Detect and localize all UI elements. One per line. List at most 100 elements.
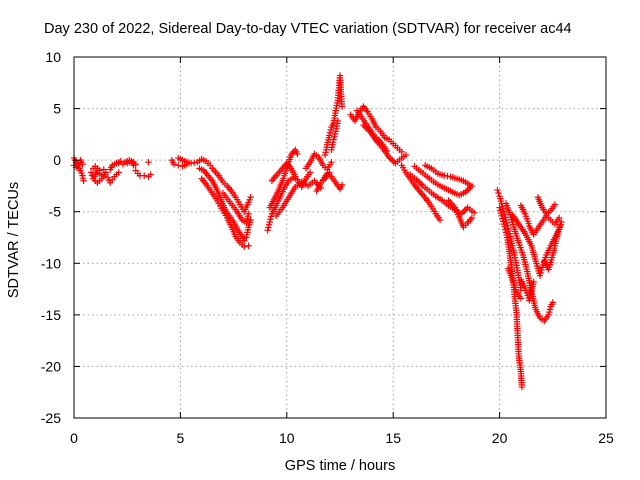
series-arc-23 (313, 169, 333, 195)
data-point (338, 181, 346, 189)
data-point (549, 299, 556, 306)
data-point (497, 207, 504, 214)
data-point (245, 210, 252, 217)
data-point (119, 161, 127, 168)
x-tick-label: 15 (385, 430, 401, 446)
series-arc-38 (517, 202, 563, 238)
data-point (504, 222, 511, 229)
data-point (536, 272, 544, 279)
series-arc-32 (421, 162, 474, 189)
data-point (100, 166, 107, 173)
data-point (326, 129, 334, 136)
x-tick-label: 20 (492, 430, 508, 446)
data-point (247, 194, 254, 201)
data-point (551, 201, 559, 208)
series-arc-40 (534, 194, 559, 217)
ticks-layer (73, 56, 607, 419)
series-arc-33 (445, 197, 476, 231)
data-point (538, 266, 545, 274)
data-point (498, 212, 505, 220)
x-tick-label: 10 (279, 430, 295, 446)
data-point (267, 213, 275, 220)
y-tick-label: 10 (45, 49, 61, 65)
data-point (328, 159, 335, 166)
series-arc-04 (89, 163, 107, 174)
data-point (141, 172, 148, 179)
data-point (96, 167, 103, 174)
series-arc-34 (494, 186, 525, 294)
y-tick-label: 5 (53, 101, 61, 117)
series-arc-15 (209, 165, 254, 215)
data-point (145, 159, 152, 166)
data-point (557, 221, 564, 229)
data-point (338, 103, 346, 110)
data-point (266, 218, 273, 226)
y-tick-label: -25 (41, 410, 61, 426)
data-point (115, 160, 122, 167)
data-point (436, 216, 444, 224)
data-point (537, 269, 544, 277)
data-point (502, 214, 509, 221)
series-arc-41 (541, 221, 564, 273)
y-tick-label: -15 (41, 307, 61, 323)
y-tick-label: -10 (41, 255, 61, 271)
data-point (265, 221, 273, 228)
series-arc-05 (92, 175, 105, 187)
data-point (500, 220, 508, 228)
data-point (506, 230, 513, 237)
series-arc-18 (266, 146, 301, 211)
data-point (241, 243, 248, 250)
data-point (264, 227, 271, 234)
series-arc-36 (502, 200, 556, 325)
y-tick-label: 0 (53, 152, 61, 168)
series-arc-08 (115, 157, 137, 169)
chart-title: Day 230 of 2022, Sidereal Day-to-day VTE… (44, 21, 572, 37)
y-tick-label: -20 (41, 358, 61, 374)
data-point (245, 242, 252, 249)
series-arc-09 (132, 167, 154, 180)
data-point (307, 169, 314, 176)
data-point (466, 181, 474, 189)
series-arc-14 (198, 175, 252, 250)
series-arc-39 (517, 276, 537, 304)
data-point (494, 186, 501, 194)
data-point (265, 224, 272, 231)
series-arc-22 (319, 170, 346, 193)
series-arc-28 (360, 121, 410, 167)
points-layer (70, 72, 565, 391)
series-arc-29 (398, 162, 444, 224)
y-tick-label: -5 (49, 204, 62, 220)
data-point (518, 383, 526, 391)
data-point (504, 225, 512, 232)
series-arc-10 (145, 159, 152, 166)
plot-frame (73, 56, 607, 419)
data-point (98, 175, 105, 182)
series-arc-42 (504, 265, 525, 302)
series-arc-12 (175, 154, 214, 169)
series-arc-19 (268, 160, 299, 184)
data-point (326, 169, 333, 176)
data-point (331, 133, 338, 140)
data-point (499, 205, 507, 213)
data-point (468, 214, 476, 222)
x-tick-label: 0 (70, 430, 78, 446)
data-point (79, 161, 86, 168)
labels-layer: 0 5 10 15 20 25 -25 -20 -15 -10 -5 0 5 10 (41, 49, 614, 446)
data-point (546, 306, 554, 313)
series-arc-31 (411, 163, 476, 199)
data-point (502, 216, 510, 224)
data-point (499, 218, 507, 225)
data-point (294, 150, 301, 158)
data-point (175, 162, 182, 169)
data-point (530, 278, 537, 286)
data-point (517, 295, 525, 302)
data-point (496, 204, 503, 211)
series-arc-06 (104, 169, 122, 187)
data-point (398, 148, 405, 156)
x-axis-label: GPS time / hours (285, 458, 395, 474)
data-point (497, 209, 505, 217)
data-point (500, 208, 508, 215)
series-arc-25 (328, 117, 342, 154)
